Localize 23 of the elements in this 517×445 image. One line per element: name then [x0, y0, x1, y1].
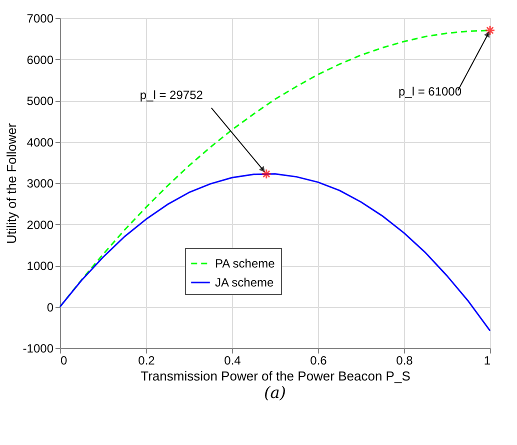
x-tick-label: 0.2 [138, 354, 156, 368]
legend-label: PA scheme [215, 256, 276, 270]
x-axis-title: Transmission Power of the Power Beacon P_S [140, 368, 411, 384]
y-axis-title: Utility of the Follower [4, 122, 19, 244]
text: (a) [264, 383, 286, 402]
y-tick-label: 7000 [26, 12, 54, 26]
x-tick-label: 0.6 [310, 354, 328, 368]
x-tick-label: 0.8 [396, 354, 414, 368]
y-tick-label: 4000 [26, 135, 54, 150]
y-tick-label: 5000 [26, 94, 54, 108]
y-tick-label: 0 [46, 300, 54, 314]
y-tick-label: -1000 [22, 342, 54, 356]
x-tick-label: 0 [60, 354, 68, 368]
annotation: p_l = 29752 [140, 88, 204, 102]
x-tick-label: 1 [484, 354, 491, 368]
line-series [59, 173, 491, 332]
annotation: p_l = 61000 [398, 84, 462, 98]
y-tick-label: 6000 [26, 52, 54, 67]
y-tick-label: 3000 [26, 176, 54, 190]
y-tick-label: 1000 [26, 259, 54, 273]
x-tick-label: 0.4 [224, 354, 242, 368]
legend-label: JA scheme [215, 276, 274, 290]
y-tick-label: 2000 [26, 218, 54, 232]
